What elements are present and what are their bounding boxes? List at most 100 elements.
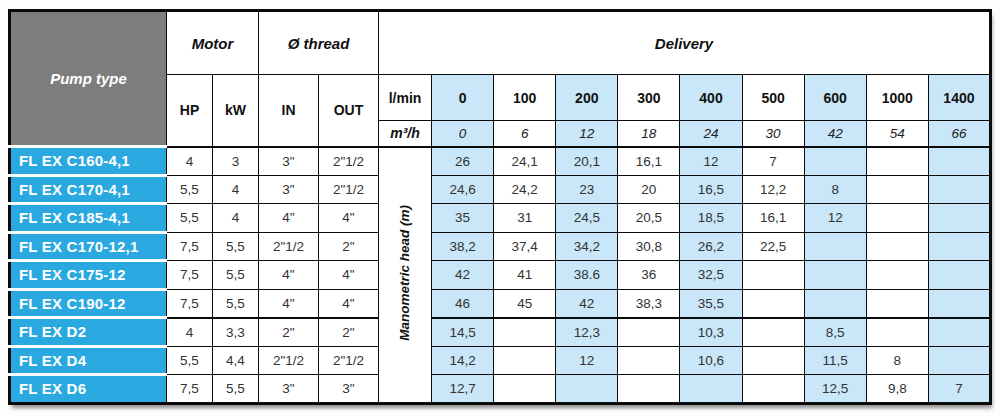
pump-name-cell: FL EX D2 <box>10 318 167 347</box>
head-value-cell <box>556 375 618 404</box>
pump-row-fl-ex-c185-4-1: FL EX C185-4,15,544"4"353124,520,518,516… <box>10 204 991 233</box>
out-cell: 2" <box>319 318 379 347</box>
head-value-cell <box>742 346 804 375</box>
in-column-header: IN <box>259 75 319 147</box>
head-value-cell <box>928 261 990 290</box>
head-value-cell <box>680 375 742 404</box>
head-value-cell: 10,3 <box>680 318 742 347</box>
flow-lmin-value: 1000 <box>866 75 928 121</box>
kw-cell: 4 <box>213 204 259 233</box>
head-value-cell: 12,7 <box>432 375 494 404</box>
out-cell: 2"1/2 <box>319 175 379 204</box>
head-value-cell: 42 <box>432 261 494 290</box>
pump-name-cell: FL EX C185-4,1 <box>10 204 167 233</box>
head-value-cell <box>928 232 990 261</box>
hp-column-header: HP <box>167 75 213 147</box>
head-value-cell <box>866 261 928 290</box>
pump-row-fl-ex-c170-4-1: FL EX C170-4,15,543"2"1/224,624,2232016,… <box>10 175 991 204</box>
head-value-cell <box>928 289 990 318</box>
head-value-cell <box>742 289 804 318</box>
flow-lmin-value: 200 <box>556 75 618 121</box>
head-value-cell: 41 <box>494 261 556 290</box>
flow-lmin-value: 0 <box>432 75 494 121</box>
head-value-cell <box>742 261 804 290</box>
in-cell: 3" <box>259 147 319 176</box>
head-value-cell: 7 <box>928 375 990 404</box>
head-value-cell: 14,2 <box>432 346 494 375</box>
pump-name-cell: FL EX C170-4,1 <box>10 175 167 204</box>
head-value-cell: 8,5 <box>804 318 866 347</box>
head-value-cell: 26 <box>432 147 494 176</box>
pump-row-fl-ex-d2: FL EX D243,32"2"14,512,310,38,5 <box>10 318 991 347</box>
kw-cell: 5,5 <box>213 232 259 261</box>
flow-m3h-value: 6 <box>494 121 556 147</box>
flow-m3h-value: 54 <box>866 121 928 147</box>
head-value-cell: 34,2 <box>556 232 618 261</box>
kw-column-header: kW <box>213 75 259 147</box>
head-value-cell <box>618 318 680 347</box>
hp-cell: 4 <box>167 318 213 347</box>
head-value-cell: 9,8 <box>866 375 928 404</box>
kw-cell: 3,3 <box>213 318 259 347</box>
kw-cell: 5,5 <box>213 289 259 318</box>
head-value-cell <box>618 375 680 404</box>
head-value-cell: 24,1 <box>494 147 556 176</box>
pump-type-header: Pump type <box>10 11 167 147</box>
flow-m3h-value: 0 <box>432 121 494 147</box>
head-value-cell: 20,1 <box>556 147 618 176</box>
hp-cell: 7,5 <box>167 261 213 290</box>
pump-row-fl-ex-c175-12: FL EX C175-127,55,54"4"424138.63632,5 <box>10 261 991 290</box>
pump-row-fl-ex-c160-4-1: FL EX C160-4,1433"2"1/2Manometric head (… <box>10 147 991 176</box>
head-value-cell: 18,5 <box>680 204 742 233</box>
pump-row-fl-ex-d4: FL EX D45,54,42"1/22"1/214,21210,611,58 <box>10 346 991 375</box>
head-value-cell <box>804 261 866 290</box>
out-cell: 3" <box>319 375 379 404</box>
head-value-cell <box>928 175 990 204</box>
head-value-cell: 32,5 <box>680 261 742 290</box>
head-value-cell <box>742 318 804 347</box>
head-value-cell: 23 <box>556 175 618 204</box>
hp-cell: 5,5 <box>167 175 213 204</box>
flow-m3h-value: 30 <box>742 121 804 147</box>
hp-cell: 4 <box>167 147 213 176</box>
hp-cell: 7,5 <box>167 232 213 261</box>
head-value-cell: 38.6 <box>556 261 618 290</box>
head-value-cell: 38,2 <box>432 232 494 261</box>
head-value-cell <box>494 375 556 404</box>
out-cell: 2"1/2 <box>319 147 379 176</box>
out-cell: 2" <box>319 232 379 261</box>
head-value-cell: 20,5 <box>618 204 680 233</box>
head-value-cell: 16,5 <box>680 175 742 204</box>
flow-m3h-value: 42 <box>804 121 866 147</box>
flow-m3h-value: 12 <box>556 121 618 147</box>
flow-lmin-value: 300 <box>618 75 680 121</box>
flow-m3h-value: 24 <box>680 121 742 147</box>
pump-row-fl-ex-c170-12-1: FL EX C170-12,17,55,52"1/22"38,237,434,2… <box>10 232 991 261</box>
in-cell: 4" <box>259 289 319 318</box>
out-column-header: OUT <box>319 75 379 147</box>
in-cell: 3" <box>259 375 319 404</box>
flow-lmin-value: 400 <box>680 75 742 121</box>
table-header: Pump type Motor Ø thread Delivery HP kW … <box>10 11 991 147</box>
pump-name-cell: FL EX C170-12,1 <box>10 232 167 261</box>
head-value-cell: 11,5 <box>804 346 866 375</box>
head-value-cell: 12 <box>680 147 742 176</box>
head-value-cell: 37,4 <box>494 232 556 261</box>
thread-group-header: Ø thread <box>259 11 379 75</box>
motor-group-header: Motor <box>167 11 259 75</box>
head-value-cell: 38,3 <box>618 289 680 318</box>
out-cell: 4" <box>319 289 379 318</box>
head-value-cell <box>804 147 866 176</box>
pump-row-fl-ex-c190-12: FL EX C190-127,55,54"4"46454238,335,5 <box>10 289 991 318</box>
pump-name-cell: FL EX C160-4,1 <box>10 147 167 176</box>
head-value-cell: 35 <box>432 204 494 233</box>
head-value-cell: 8 <box>804 175 866 204</box>
flow-lmin-value: 500 <box>742 75 804 121</box>
out-cell: 4" <box>319 204 379 233</box>
head-value-cell: 12,3 <box>556 318 618 347</box>
head-value-cell: 26,2 <box>680 232 742 261</box>
delivery-group-header: Delivery <box>379 11 991 75</box>
head-value-cell: 20 <box>618 175 680 204</box>
hp-cell: 7,5 <box>167 289 213 318</box>
head-value-cell: 10,6 <box>680 346 742 375</box>
